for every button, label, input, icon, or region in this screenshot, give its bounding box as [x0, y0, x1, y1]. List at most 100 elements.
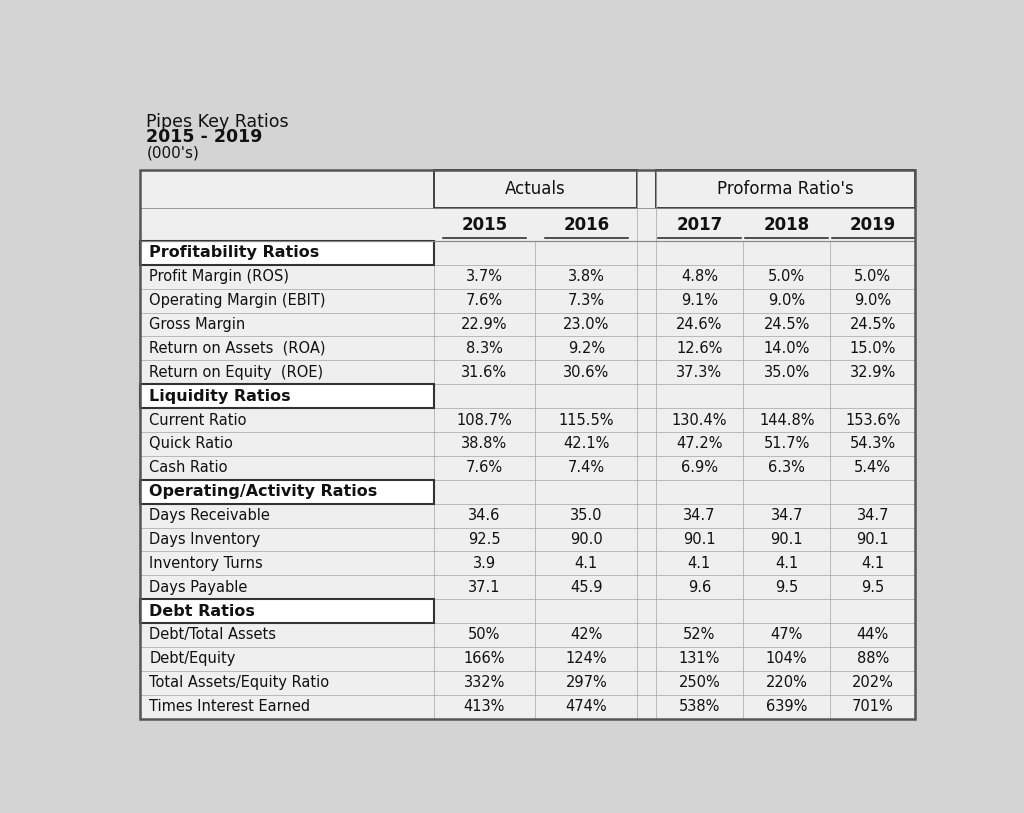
Text: 8.3%: 8.3% [466, 341, 503, 356]
Bar [536, 385, 638, 408]
Text: 153.6%: 153.6% [845, 412, 900, 428]
Text: 37.3%: 37.3% [676, 365, 723, 380]
Text: Gross Margin: Gross Margin [150, 317, 246, 332]
Bar [140, 208, 915, 241]
Bar [433, 480, 536, 503]
Bar [743, 480, 830, 503]
Bar [638, 599, 655, 623]
Text: 4.1: 4.1 [688, 556, 711, 571]
Text: 130.4%: 130.4% [672, 412, 727, 428]
Bar [140, 551, 915, 576]
Bar [433, 241, 536, 265]
Text: 24.6%: 24.6% [676, 317, 723, 332]
Text: 51.7%: 51.7% [764, 437, 810, 451]
Text: 2018: 2018 [764, 215, 810, 233]
Text: Actuals: Actuals [505, 180, 566, 198]
Text: 4.1: 4.1 [574, 556, 598, 571]
Text: 124%: 124% [565, 651, 607, 667]
Bar [140, 456, 915, 480]
Text: Return on Assets  (ROA): Return on Assets (ROA) [150, 341, 326, 356]
Text: Return on Equity  (ROE): Return on Equity (ROE) [150, 365, 324, 380]
Text: 32.9%: 32.9% [850, 365, 896, 380]
Text: 42%: 42% [570, 628, 602, 642]
Text: 47%: 47% [770, 628, 803, 642]
Bar [140, 385, 433, 408]
Text: 2019: 2019 [850, 215, 896, 233]
Text: Current Ratio: Current Ratio [150, 412, 247, 428]
Text: 52%: 52% [683, 628, 716, 642]
Text: 9.2%: 9.2% [567, 341, 605, 356]
Text: 7.4%: 7.4% [567, 460, 605, 476]
Text: 4.8%: 4.8% [681, 269, 718, 285]
Text: 35.0%: 35.0% [764, 365, 810, 380]
Text: Debt Ratios: Debt Ratios [150, 603, 255, 619]
Text: 24.5%: 24.5% [764, 317, 810, 332]
Bar [655, 480, 743, 503]
Bar [140, 647, 915, 671]
Text: 3.9: 3.9 [473, 556, 496, 571]
Text: 220%: 220% [766, 676, 808, 690]
Text: Cash Ratio: Cash Ratio [150, 460, 228, 476]
Bar [140, 408, 915, 432]
Text: 37.1: 37.1 [468, 580, 501, 594]
Text: 15.0%: 15.0% [850, 341, 896, 356]
Text: 250%: 250% [679, 676, 720, 690]
Text: 45.9: 45.9 [570, 580, 602, 594]
Bar [140, 599, 433, 623]
Text: 115.5%: 115.5% [558, 412, 614, 428]
Text: Inventory Turns: Inventory Turns [150, 556, 263, 571]
Bar [655, 599, 743, 623]
Bar [638, 241, 655, 265]
Text: 88%: 88% [857, 651, 889, 667]
Bar [140, 623, 915, 647]
Bar [743, 241, 830, 265]
Text: 5.0%: 5.0% [854, 269, 891, 285]
Bar [140, 528, 915, 551]
Text: Operating/Activity Ratios: Operating/Activity Ratios [150, 485, 378, 499]
Text: 30.6%: 30.6% [563, 365, 609, 380]
Bar [140, 170, 915, 719]
Bar [655, 170, 915, 208]
Text: 474%: 474% [565, 699, 607, 714]
Bar [743, 385, 830, 408]
Text: 22.9%: 22.9% [461, 317, 508, 332]
Text: 108.7%: 108.7% [457, 412, 512, 428]
Bar [536, 241, 638, 265]
Text: 7.6%: 7.6% [466, 460, 503, 476]
Text: 166%: 166% [464, 651, 505, 667]
Text: 6.3%: 6.3% [768, 460, 805, 476]
Text: 34.7: 34.7 [856, 508, 889, 523]
Text: Total Assets/Equity Ratio: Total Assets/Equity Ratio [150, 676, 330, 690]
Bar [140, 312, 915, 337]
Text: 202%: 202% [852, 676, 894, 690]
Text: Debt/Equity: Debt/Equity [150, 651, 236, 667]
Bar [830, 241, 915, 265]
Bar [433, 385, 536, 408]
Text: Days Payable: Days Payable [150, 580, 248, 594]
Bar [433, 599, 536, 623]
Bar [433, 170, 638, 208]
Text: 131%: 131% [679, 651, 720, 667]
Text: 4.1: 4.1 [861, 556, 885, 571]
Text: Operating Margin (EBIT): Operating Margin (EBIT) [150, 293, 326, 308]
Text: 38.8%: 38.8% [461, 437, 507, 451]
Bar [743, 599, 830, 623]
Text: Profit Margin (ROS): Profit Margin (ROS) [150, 269, 290, 285]
Text: 2015 - 2019: 2015 - 2019 [146, 128, 262, 146]
Text: (000's): (000's) [146, 146, 199, 160]
Text: Days Receivable: Days Receivable [150, 508, 270, 523]
Text: 35.0: 35.0 [570, 508, 602, 523]
Text: 90.1: 90.1 [856, 532, 889, 547]
Text: 34.7: 34.7 [770, 508, 803, 523]
Bar [830, 480, 915, 503]
Text: 7.6%: 7.6% [466, 293, 503, 308]
Text: 7.3%: 7.3% [567, 293, 605, 308]
Text: Profitability Ratios: Profitability Ratios [150, 246, 319, 260]
Bar [536, 480, 638, 503]
Bar [140, 241, 433, 265]
Text: 104%: 104% [766, 651, 808, 667]
Text: 9.6: 9.6 [688, 580, 711, 594]
Bar [536, 599, 638, 623]
Bar [140, 360, 915, 385]
Text: 5.0%: 5.0% [768, 269, 805, 285]
